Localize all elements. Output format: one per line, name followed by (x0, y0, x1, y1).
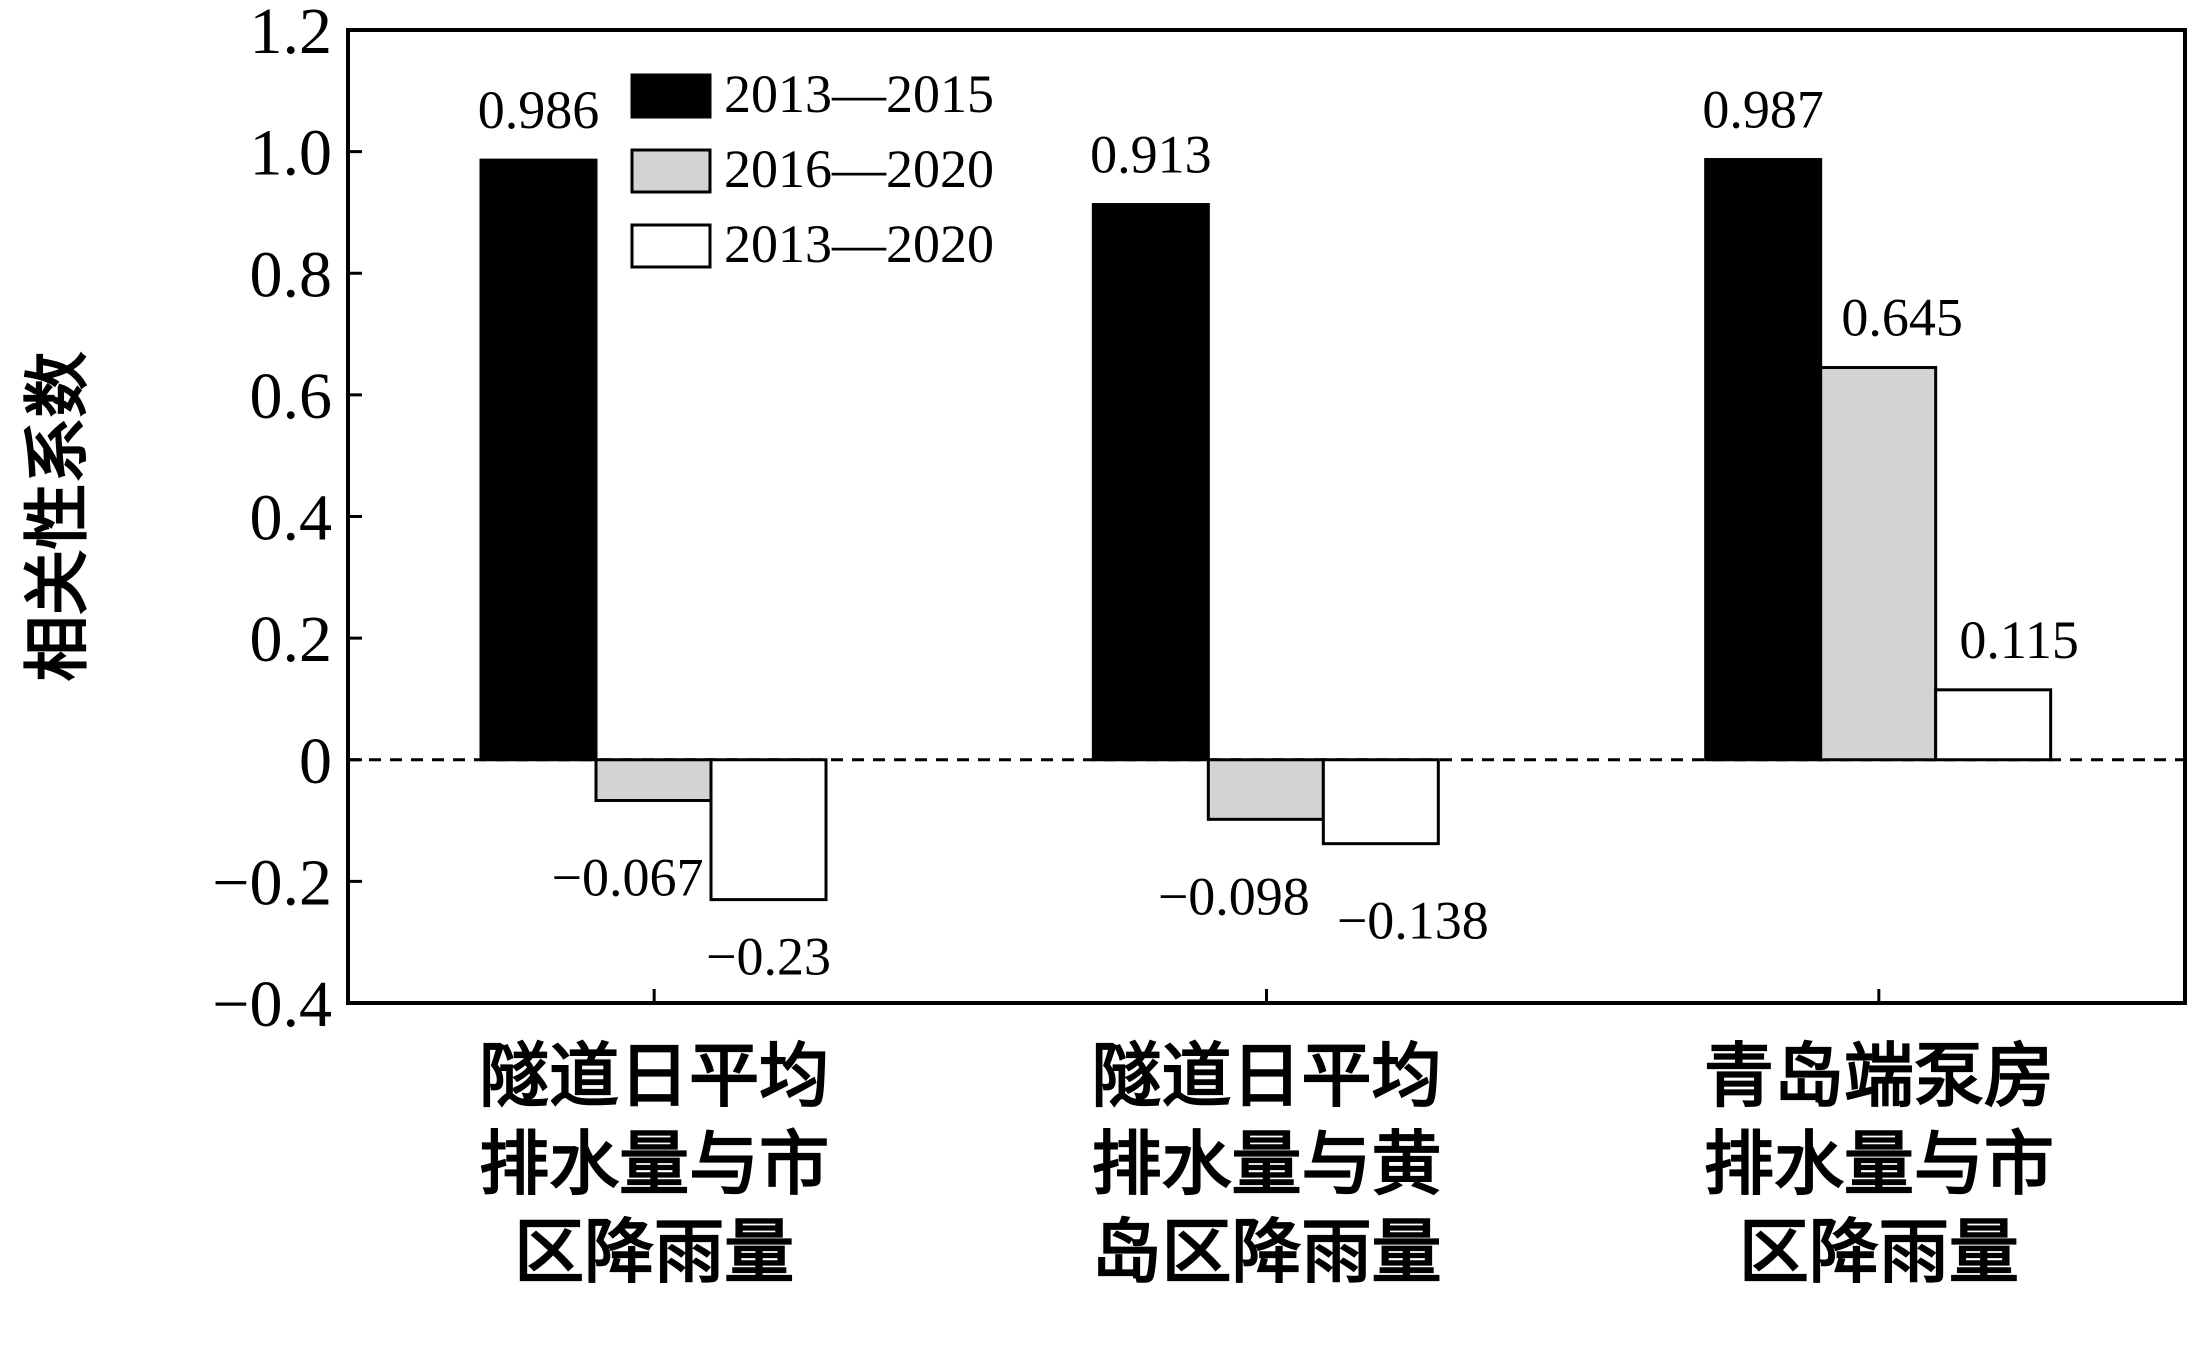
bar (1704, 158, 1823, 762)
category-label: 岛区降雨量 (1092, 1211, 1442, 1293)
category-label: 隧道日平均 (1092, 1035, 1442, 1117)
data-label: −0.067 (552, 847, 704, 907)
bar (709, 758, 828, 902)
category-label: 青岛端泵房 (1704, 1035, 2054, 1117)
legend-label: 2013—2015 (724, 64, 994, 124)
legend-swatch (630, 73, 712, 119)
y-tick-label: 0 (299, 725, 332, 798)
y-tick-label: 0.8 (250, 238, 333, 311)
bar (1091, 203, 1210, 762)
category-label: 区降雨量 (514, 1211, 794, 1293)
category-labels-group: 隧道日平均排水量与市区降雨量隧道日平均排水量与黄岛区降雨量青岛端泵房排水量与市区… (479, 989, 2054, 1293)
y-tick-label: 0.6 (250, 360, 333, 433)
data-label: 0.987 (1702, 80, 1824, 140)
category-label: 排水量与市 (1704, 1123, 2054, 1205)
legend-swatch (630, 223, 712, 269)
bar (479, 158, 598, 762)
category-label: 隧道日平均 (479, 1035, 829, 1117)
data-label: −0.23 (706, 927, 831, 987)
y-axis-title-group: 相关性系数 (19, 352, 96, 682)
data-labels-group: 0.986 −0.067−0.23 0.913 −0.098 −0.138 0.987 0.… (478, 80, 2079, 987)
y-tick-label: −0.4 (212, 968, 332, 1041)
bars-group (479, 158, 2053, 902)
bar (594, 758, 713, 802)
y-tick-label: 1.0 (250, 117, 333, 190)
y-axis-ticks: −0.4 −0.2 0 0.2 0.4 0.6 0.8 1.0 1.2 (212, 0, 362, 1041)
y-tick-label: −0.2 (212, 846, 332, 919)
category-label: 排水量与黄 (1092, 1123, 1442, 1205)
legend-label: 2016—2020 (724, 139, 994, 199)
y-tick-label: 0.4 (250, 482, 333, 555)
data-label: −0.098 (1158, 866, 1310, 926)
category-label: 排水量与市 (479, 1123, 829, 1205)
category-label: 区降雨量 (1739, 1211, 2019, 1293)
data-label: 0.645 (1841, 288, 1963, 348)
y-axis-title: 相关性系数 (19, 352, 96, 682)
data-label: 0.986 (478, 80, 600, 140)
bar (1206, 758, 1325, 821)
bar (1819, 366, 1938, 762)
legend: 2013—2015 2016—2020 2013—2020 (630, 64, 994, 274)
bar (1934, 688, 2053, 762)
legend-label: 2013—2020 (724, 214, 994, 274)
data-label: 0.913 (1090, 125, 1212, 185)
data-label: 0.115 (1959, 610, 2079, 670)
y-tick-label: 0.2 (250, 603, 333, 676)
plot-frame (346, 28, 2187, 1005)
y-tick-label: 1.2 (250, 0, 333, 68)
bar (1321, 758, 1440, 846)
legend-swatch (630, 148, 712, 194)
data-label: −0.138 (1337, 891, 1489, 951)
